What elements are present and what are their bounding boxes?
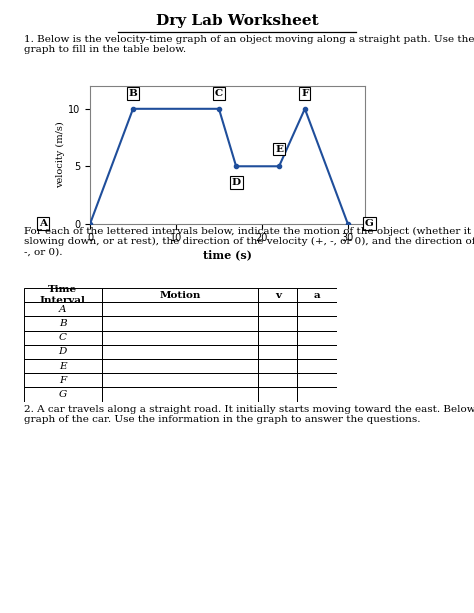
Text: E: E [275, 145, 283, 153]
Text: F: F [301, 89, 309, 98]
Text: B: B [128, 89, 137, 98]
Bar [24, 387, 102, 402]
Bar [24, 345, 102, 359]
Bar [258, 359, 298, 373]
Bar [258, 387, 298, 402]
Text: A: A [59, 305, 66, 314]
Text: F: F [59, 376, 66, 385]
Text: C: C [59, 333, 67, 342]
Bar [102, 345, 258, 359]
Bar [102, 316, 258, 330]
Text: G: G [365, 219, 374, 228]
Bar [102, 302, 258, 316]
Bar [24, 288, 102, 302]
Text: 1. Below is the velocity-time graph of an object moving along a straight path. U: 1. Below is the velocity-time graph of a… [24, 35, 474, 55]
Bar [258, 288, 298, 302]
Text: a: a [314, 291, 320, 300]
X-axis label: time (s): time (s) [203, 249, 252, 260]
Bar [24, 373, 102, 387]
Text: 2. A car travels along a straight road. It initially starts moving toward the ea: 2. A car travels along a straight road. … [24, 405, 474, 424]
Bar [24, 302, 102, 316]
Text: v: v [275, 291, 281, 300]
Text: Motion: Motion [159, 291, 201, 300]
Bar [298, 316, 337, 330]
Bar [258, 330, 298, 345]
Bar [102, 373, 258, 387]
Bar [258, 316, 298, 330]
Y-axis label: velocity (m/s): velocity (m/s) [56, 121, 65, 188]
Text: D: D [231, 178, 241, 187]
Text: G: G [59, 390, 67, 399]
Bar [258, 345, 298, 359]
Bar [298, 345, 337, 359]
Bar [102, 288, 258, 302]
Bar [298, 373, 337, 387]
Text: Time
Interval: Time Interval [40, 286, 86, 305]
Bar [298, 288, 337, 302]
Text: A: A [39, 219, 47, 228]
Text: C: C [215, 89, 223, 98]
Text: E: E [59, 362, 67, 371]
Bar [102, 330, 258, 345]
Bar [102, 359, 258, 373]
Bar [24, 330, 102, 345]
Bar [258, 373, 298, 387]
Text: D: D [59, 348, 67, 356]
Bar [24, 316, 102, 330]
Text: B: B [59, 319, 67, 328]
Text: For each of the lettered intervals below, indicate the motion of the object (whe: For each of the lettered intervals below… [24, 227, 474, 257]
Bar [298, 359, 337, 373]
Bar [24, 359, 102, 373]
Bar [298, 330, 337, 345]
Bar [298, 302, 337, 316]
Bar [258, 302, 298, 316]
Bar [102, 387, 258, 402]
Bar [298, 387, 337, 402]
Text: Dry Lab Worksheet: Dry Lab Worksheet [155, 15, 319, 28]
